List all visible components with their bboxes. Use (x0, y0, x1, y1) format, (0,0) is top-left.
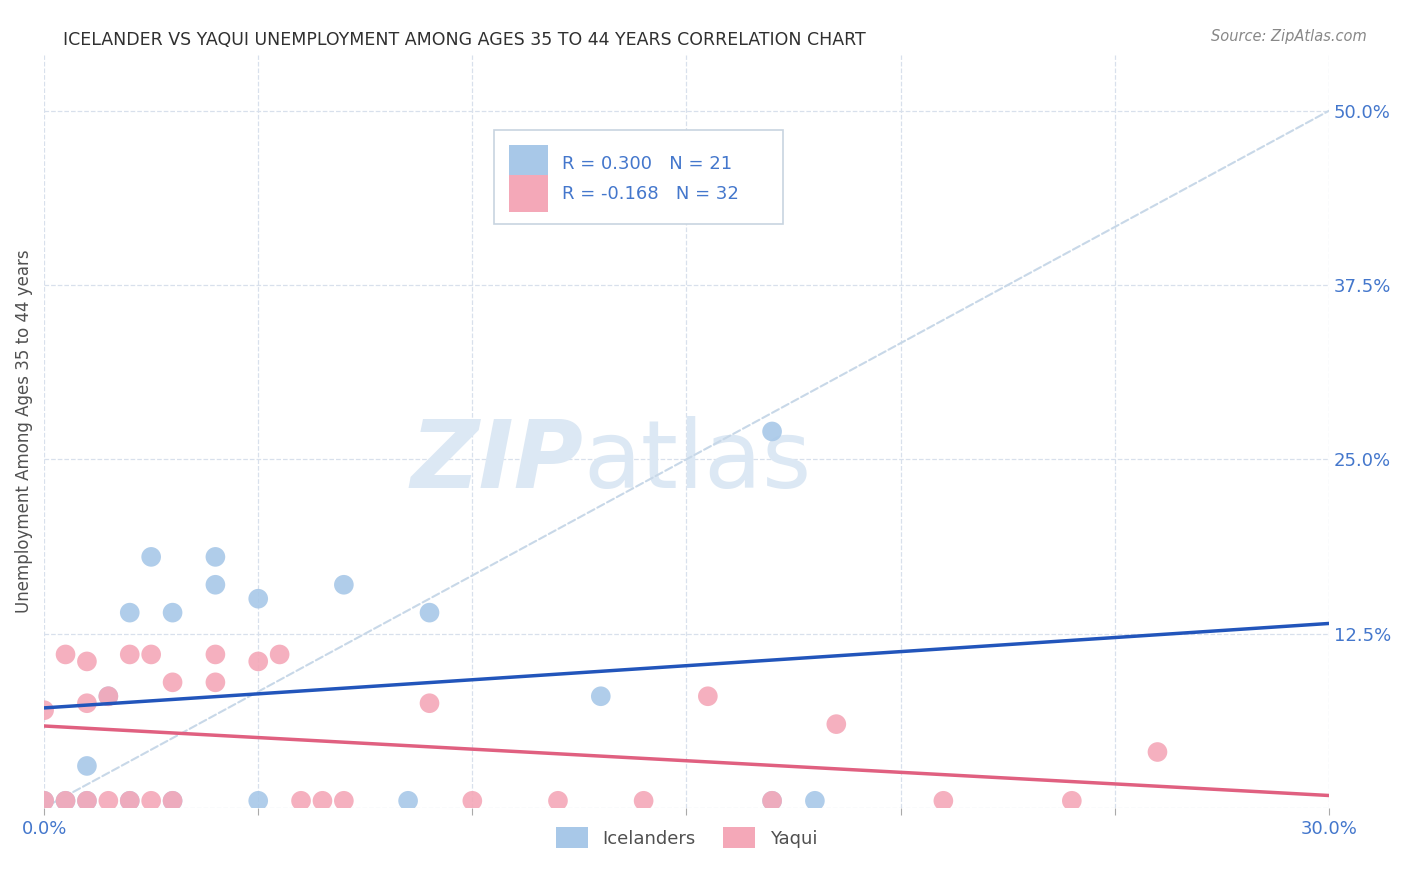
Point (76, 794, 98, 808)
Text: R = -0.168   N = 32: R = -0.168 N = 32 (562, 185, 738, 202)
Point (311, 794, 333, 808)
Point (162, 606, 184, 620)
Point (333, 578, 356, 592)
Point (76, 654, 98, 668)
Point (204, 675, 226, 690)
Point (418, 606, 440, 620)
Point (141, 648, 163, 662)
Point (761, 794, 783, 808)
Point (76, 696, 98, 710)
Point (32, 703, 55, 717)
Point (761, 425, 783, 439)
Point (97, 794, 120, 808)
FancyBboxPatch shape (509, 145, 548, 182)
Text: ICELANDER VS YAQUI UNEMPLOYMENT AMONG AGES 35 TO 44 YEARS CORRELATION CHART: ICELANDER VS YAQUI UNEMPLOYMENT AMONG AG… (63, 31, 866, 49)
Point (247, 794, 270, 808)
Point (290, 794, 312, 808)
Point (162, 794, 184, 808)
Point (97, 690, 120, 704)
Text: atlas: atlas (583, 416, 811, 508)
Point (118, 648, 141, 662)
Point (141, 549, 163, 564)
Legend: Icelanders, Yaqui: Icelanders, Yaqui (548, 820, 824, 855)
Point (589, 690, 612, 704)
Point (204, 549, 226, 564)
Point (162, 675, 184, 690)
Point (1060, 794, 1083, 808)
Point (55, 794, 77, 808)
Point (97, 690, 120, 704)
Point (162, 794, 184, 808)
FancyBboxPatch shape (509, 175, 548, 212)
Point (118, 606, 141, 620)
Point (76, 794, 98, 808)
Point (204, 578, 226, 592)
Point (396, 794, 419, 808)
Point (333, 794, 356, 808)
Point (461, 794, 484, 808)
Point (204, 648, 226, 662)
Point (1146, 745, 1168, 759)
Point (825, 717, 848, 731)
Point (633, 794, 655, 808)
Point (118, 794, 141, 808)
Text: ZIP: ZIP (411, 416, 583, 508)
Text: Source: ZipAtlas.com: Source: ZipAtlas.com (1211, 29, 1367, 44)
Point (804, 794, 827, 808)
Point (418, 696, 440, 710)
FancyBboxPatch shape (494, 130, 783, 225)
Text: R = 0.300   N = 21: R = 0.300 N = 21 (562, 154, 733, 172)
Y-axis label: Unemployment Among Ages 35 to 44 years: Unemployment Among Ages 35 to 44 years (15, 250, 32, 614)
Point (761, 794, 783, 808)
Point (269, 648, 291, 662)
Point (247, 591, 270, 606)
Point (76, 759, 98, 773)
Point (141, 794, 163, 808)
Point (118, 794, 141, 808)
Point (32, 794, 55, 808)
Point (547, 794, 569, 808)
Point (55, 794, 77, 808)
Point (696, 690, 718, 704)
Point (32, 794, 55, 808)
Point (932, 794, 955, 808)
Point (55, 648, 77, 662)
Point (247, 654, 270, 668)
